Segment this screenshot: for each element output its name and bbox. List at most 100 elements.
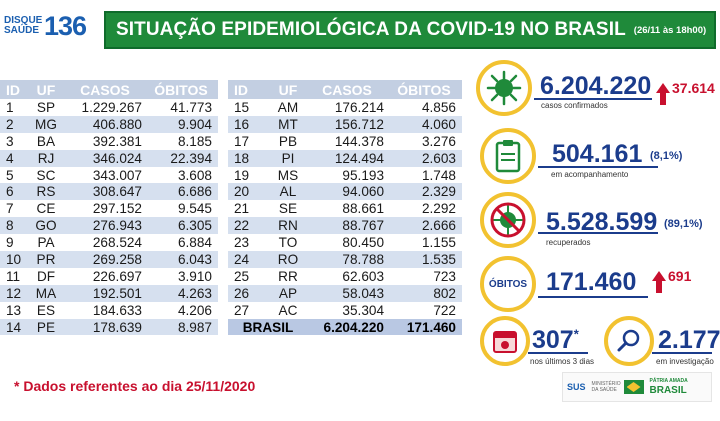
table-row: 1 SP 1.229.267 41.773	[0, 99, 218, 116]
cell-id: 10	[0, 251, 26, 268]
deaths-badge: ÓBITOS	[480, 256, 536, 312]
cell-casos: 62.603	[308, 267, 390, 285]
table-row: 6 RS 308.647 6.686	[0, 183, 218, 201]
cell-obitos: 9.904	[148, 115, 218, 133]
cell-obitos: 802	[390, 284, 462, 302]
table-row: 12 MA 192.501 4.263	[0, 284, 218, 302]
virus-icon	[476, 60, 532, 116]
cell-casos: 226.697	[66, 267, 148, 285]
clipboard-icon	[480, 128, 536, 184]
disque-saude-logo: DISQUE SAÚDE 136	[4, 6, 96, 46]
cell-casos: 95.193	[308, 166, 390, 184]
confirmed-value: 6.204.220	[540, 72, 652, 100]
cell-casos: 124.494	[308, 149, 390, 167]
cell-casos: 276.943	[66, 217, 148, 235]
cell-id: 24	[228, 251, 268, 268]
table-row: 17 PB 144.378 3.276	[228, 132, 462, 150]
cell-uf: RN	[268, 217, 308, 235]
cell-uf: AL	[268, 183, 308, 201]
confirmed-label: casos confirmados	[541, 101, 608, 110]
divider	[652, 352, 712, 354]
table-row: 20 AL 94.060 2.329	[228, 183, 462, 201]
cell-obitos: 6.884	[148, 234, 218, 252]
arrow-up-icon	[652, 271, 666, 293]
cell-id: 25	[228, 267, 268, 285]
deaths-delta: 691	[652, 268, 692, 293]
cell-uf: GO	[26, 217, 66, 235]
table-row: 4 RJ 346.024 22.394	[0, 149, 218, 167]
magnifier-icon	[604, 316, 654, 366]
table-row: 5 SC 343.007 3.608	[0, 166, 218, 184]
cell-uf: MA	[26, 284, 66, 302]
cell-id: 21	[228, 200, 268, 218]
recovered-label: recuperados	[546, 238, 591, 247]
cell-obitos: 4.856	[390, 99, 462, 116]
col-obitos: ÓBITOS	[390, 80, 462, 99]
monitoring-label: em acompanhamento	[551, 170, 629, 179]
cell-obitos: 9.545	[148, 200, 218, 218]
cell-uf: RR	[268, 267, 308, 285]
cell-uf: AP	[268, 284, 308, 302]
cell-id: 5	[0, 166, 26, 184]
table-row: 23 TO 80.450 1.155	[228, 234, 462, 252]
col-id: ID	[228, 80, 268, 99]
cell-id: 11	[0, 267, 26, 285]
table-row: 8 GO 276.943 6.305	[0, 217, 218, 235]
cell-casos: 192.501	[66, 284, 148, 302]
cell-uf: SP	[26, 99, 66, 116]
cell-casos: 392.381	[66, 132, 148, 150]
cell-obitos: 3.910	[148, 267, 218, 285]
cell-obitos: 1.535	[390, 251, 462, 268]
cell-id: 2	[0, 115, 26, 133]
cell-id: 3	[0, 132, 26, 150]
cell-uf: MG	[26, 115, 66, 133]
cell-id: 16	[228, 115, 268, 133]
cell-casos: 1.229.267	[66, 99, 148, 116]
table-row: 2 MG 406.880 9.904	[0, 115, 218, 133]
cell-id: 6	[0, 183, 26, 201]
cell-casos: 269.258	[66, 251, 148, 268]
deaths-value: 171.460	[546, 268, 637, 296]
deaths-delta-value: 691	[668, 268, 692, 284]
cell-uf: BA	[26, 132, 66, 150]
cell-id: 17	[228, 132, 268, 150]
total-row: BRASIL 6.204.220 171.460	[228, 318, 462, 336]
cell-obitos: 41.773	[148, 99, 218, 116]
cell-uf: MT	[268, 115, 308, 133]
cell-casos: 308.647	[66, 183, 148, 201]
footnote: * Dados referentes ao dia 25/11/2020	[14, 378, 256, 394]
table-row: 10 PR 269.258 6.043	[0, 251, 218, 268]
table-row: 27 AC 35.304 722	[228, 301, 462, 319]
table-row: 3 BA 392.381 8.185	[0, 132, 218, 150]
states-table-right: ID UF CASOS ÓBITOS 15 AM 176.214 4.856 16 MT 1…	[228, 80, 462, 336]
flag-icon	[623, 380, 644, 394]
calendar-icon	[480, 316, 530, 366]
table-row: 11 DF 226.697 3.910	[0, 267, 218, 285]
brasil-logo: PÁTRIA AMADA BRASIL	[649, 378, 688, 396]
cell-obitos: 4.060	[390, 115, 462, 133]
cell-uf: ES	[26, 301, 66, 319]
cell-obitos: 6.305	[148, 217, 218, 235]
arrow-up-icon	[656, 83, 670, 105]
cell-casos: 144.378	[308, 132, 390, 150]
table-row: 22 RN 88.767 2.666	[228, 217, 462, 235]
cell-obitos: 6.043	[148, 251, 218, 268]
gov-logos: SUS MINISTÉRIO DA SAÚDE PÁTRIA AMADA BRA…	[562, 372, 712, 402]
col-uf: UF	[26, 80, 66, 99]
cell-uf: PI	[268, 149, 308, 167]
cell-uf: MS	[268, 166, 308, 184]
confirmed-delta: 37.614	[656, 80, 715, 105]
cell-id: 23	[228, 234, 268, 252]
table-row: 24 RO 78.788 1.535	[228, 251, 462, 268]
table-row: 26 AP 58.043 802	[228, 284, 462, 302]
table-row: 19 MS 95.193 1.748	[228, 166, 462, 184]
cell-casos: 88.661	[308, 200, 390, 218]
cell-uf: AC	[268, 301, 308, 319]
cell-id: 18	[228, 149, 268, 167]
recovered-value: 5.528.599	[546, 208, 658, 236]
cell-obitos: 2.329	[390, 183, 462, 201]
logo-number: 136	[44, 10, 87, 41]
cell-obitos: 4.263	[148, 284, 218, 302]
cell-casos: 156.712	[308, 115, 390, 133]
cell-id: 9	[0, 234, 26, 252]
